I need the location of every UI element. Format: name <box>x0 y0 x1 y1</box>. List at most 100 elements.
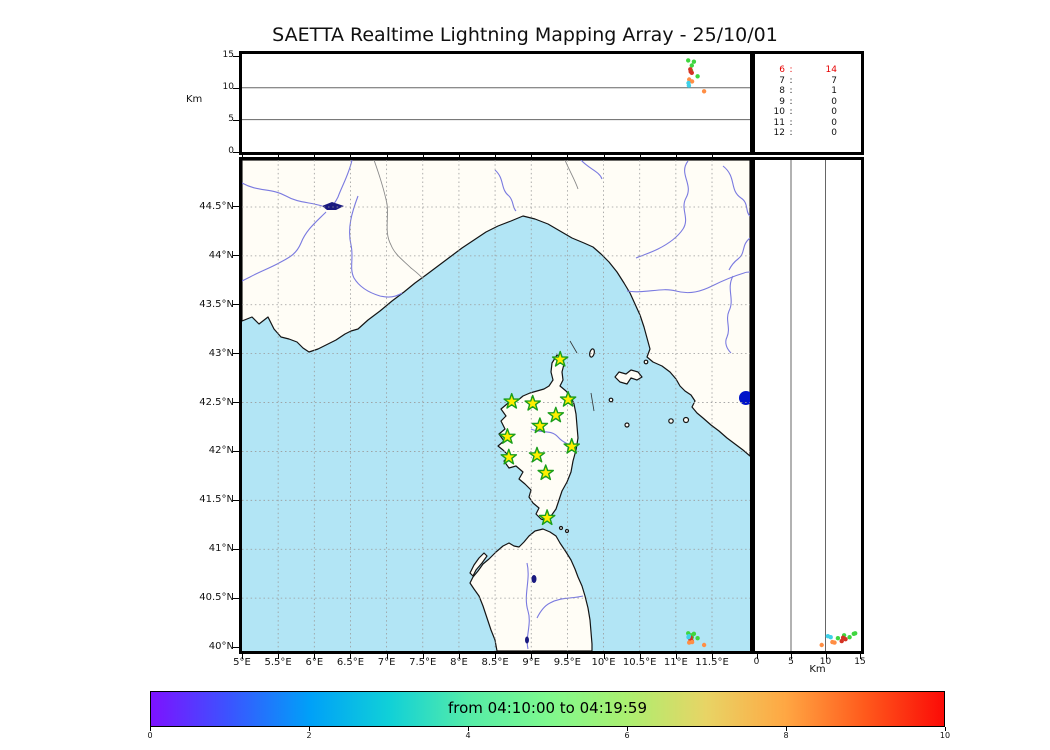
islet-line-1 <box>569 340 578 354</box>
river <box>349 195 403 298</box>
axis-tick <box>825 654 827 659</box>
argentario-island <box>682 416 690 424</box>
altitude-axis-label-top: Km <box>186 94 203 105</box>
axis-tick <box>495 654 497 659</box>
giglio-island <box>668 418 674 424</box>
lightning-source-dot <box>819 642 824 648</box>
longitude-tick-label: 9°E <box>522 657 541 668</box>
altitude-tick-label: 15 <box>222 50 234 61</box>
longitude-tick-label: 10.5°E <box>622 657 657 668</box>
river <box>242 211 327 282</box>
stats-row: 10: 0 <box>755 107 861 118</box>
axis-tick <box>233 450 239 452</box>
colorbar-tick-label: 0 <box>147 731 153 740</box>
lake-serre-poncon <box>322 202 344 210</box>
river <box>728 237 750 271</box>
time-window-label: from 04:10:00 to 04:19:59 <box>447 699 647 717</box>
river <box>242 182 323 207</box>
axis-tick <box>233 304 239 306</box>
axis-tick <box>603 155 605 159</box>
axis-tick <box>458 155 460 159</box>
altitude-tick-label: 0 <box>753 657 760 667</box>
axis-tick <box>639 654 641 659</box>
station-star-marker <box>563 437 580 454</box>
stats-colon: : <box>789 107 793 117</box>
axis-tick <box>233 55 239 57</box>
latitude-tick-label: 43°N <box>208 347 234 359</box>
stats-hour-value: 7 <box>779 75 785 86</box>
country-border <box>564 160 579 190</box>
stats-colon: : <box>789 65 793 75</box>
altitude-tick-label: 15 <box>854 657 866 667</box>
axis-tick <box>242 654 243 659</box>
station-star-marker <box>531 417 549 434</box>
latitude-tick-label: 40.5°N <box>199 592 234 604</box>
river <box>722 165 750 217</box>
altitude-latitude-panel <box>752 157 864 654</box>
axis-tick <box>233 255 239 257</box>
lightning-source-dot <box>840 635 846 640</box>
map-plot <box>242 160 750 651</box>
lightning-source-dot <box>689 63 694 68</box>
montecristo-island <box>624 422 630 428</box>
altitude-longitude-plot <box>242 58 750 121</box>
axis-tick <box>233 597 239 599</box>
latitude-tick-label: 40°N <box>208 641 234 652</box>
station-star-marker <box>503 392 520 409</box>
stats-row: 8: 1 <box>755 86 861 97</box>
stats-hour-value: 11 <box>773 117 785 128</box>
lightning-source-dot <box>688 69 693 74</box>
axis-tick <box>386 155 388 159</box>
page-title: SAETTA Realtime Lightning Mapping Array … <box>272 24 778 46</box>
lightning-source-dot <box>825 634 831 639</box>
lightning-source-dot <box>689 79 695 84</box>
axis-tick <box>860 654 861 659</box>
longitude-tick-label: 11°E <box>663 657 688 668</box>
latitude-tick-label: 41°N <box>208 543 234 555</box>
station-star-marker <box>537 464 554 481</box>
stats-colon: : <box>789 117 793 128</box>
axis-tick <box>242 155 243 159</box>
station-star-marker <box>524 394 541 411</box>
axis-tick <box>531 654 533 659</box>
axis-tick <box>567 654 569 659</box>
altitude-tick-label: 5 <box>788 657 794 667</box>
capraia-island <box>589 348 595 358</box>
altitude-tick-label: 0 <box>228 146 234 156</box>
lightning-source-dot <box>686 634 692 639</box>
lake-sardinia-2 <box>525 636 529 644</box>
river <box>536 595 584 619</box>
axis-tick <box>791 654 792 659</box>
axis-tick <box>675 155 677 159</box>
axis-tick <box>350 654 352 659</box>
axis-tick <box>278 654 280 659</box>
stats-count-value: 0 <box>831 107 837 117</box>
latitude-tick-label: 41.5°N <box>199 494 234 506</box>
axis-tick <box>233 353 239 355</box>
station-star-marker <box>499 428 516 444</box>
longitude-tick-label: 7.5°E <box>409 657 437 668</box>
axis-tick <box>233 402 239 404</box>
axis-tick <box>675 654 677 659</box>
gorgona-island <box>643 359 649 365</box>
stats-count-value: 7 <box>831 75 837 86</box>
lake-bolsena <box>739 391 750 405</box>
axis-tick <box>422 155 424 159</box>
axis-tick <box>233 206 239 208</box>
station-star-marker <box>547 406 565 423</box>
longitude-tick-label: 8°E <box>450 657 468 668</box>
axis-tick <box>458 654 460 659</box>
longitude-tick-label: 5.5°E <box>264 657 292 668</box>
lightning-source-dot <box>701 642 707 648</box>
colorbar-tick-label: 10 <box>939 731 951 740</box>
islet-line-2 <box>590 392 595 412</box>
river <box>635 160 689 259</box>
lightning-source-dot <box>835 636 841 641</box>
stats-hour-value: 10 <box>773 107 785 117</box>
source-count-table: 6:14 7:7 8:1 9:0 10:0 11:0 12:0 <box>752 51 864 155</box>
altitude-tick-label: 5 <box>228 114 234 125</box>
lightning-source-dot <box>691 59 697 64</box>
stats-colon: : <box>789 86 793 96</box>
lightning-source-dot <box>695 74 700 79</box>
